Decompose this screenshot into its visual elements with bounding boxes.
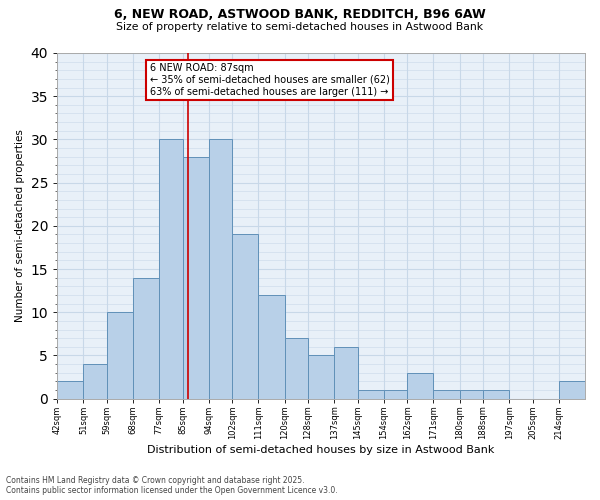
Bar <box>407 372 433 398</box>
Bar <box>83 364 107 398</box>
Text: Contains HM Land Registry data © Crown copyright and database right 2025.
Contai: Contains HM Land Registry data © Crown c… <box>6 476 338 495</box>
Text: 6 NEW ROAD: 87sqm
← 35% of semi-detached houses are smaller (62)
63% of semi-det: 6 NEW ROAD: 87sqm ← 35% of semi-detached… <box>149 64 389 96</box>
Bar <box>384 390 407 398</box>
Bar <box>107 312 133 398</box>
Bar <box>284 338 308 398</box>
Bar <box>209 140 232 398</box>
Bar <box>232 234 259 398</box>
Bar <box>483 390 509 398</box>
X-axis label: Distribution of semi-detached houses by size in Astwood Bank: Distribution of semi-detached houses by … <box>148 445 495 455</box>
Bar <box>182 156 209 398</box>
Bar <box>559 382 585 398</box>
Bar <box>259 295 284 399</box>
Bar <box>133 278 159 398</box>
Bar <box>159 140 182 398</box>
Bar <box>358 390 384 398</box>
Bar <box>433 390 460 398</box>
Bar <box>308 356 334 399</box>
Bar <box>334 347 358 399</box>
Text: Size of property relative to semi-detached houses in Astwood Bank: Size of property relative to semi-detach… <box>116 22 484 32</box>
Text: 6, NEW ROAD, ASTWOOD BANK, REDDITCH, B96 6AW: 6, NEW ROAD, ASTWOOD BANK, REDDITCH, B96… <box>114 8 486 20</box>
Bar <box>460 390 483 398</box>
Bar <box>57 382 83 398</box>
Y-axis label: Number of semi-detached properties: Number of semi-detached properties <box>15 130 25 322</box>
